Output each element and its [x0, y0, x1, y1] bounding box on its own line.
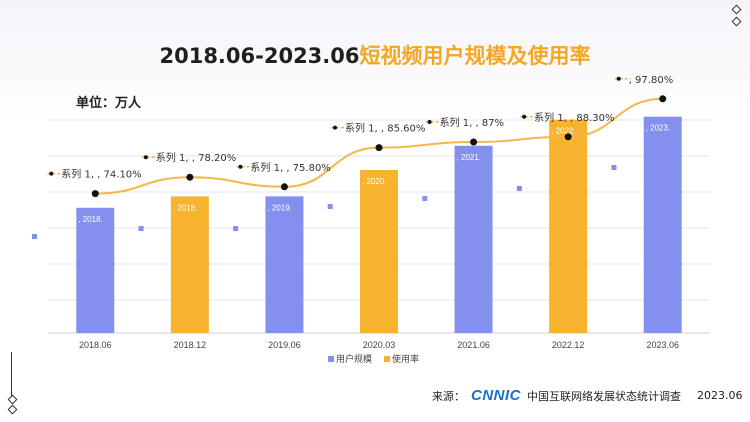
usage-rate-point — [280, 183, 288, 191]
usage-rate-label: 系列 1, , 88.30% — [534, 111, 614, 124]
decor-line — [11, 352, 12, 397]
source-prefix: 来源： — [432, 389, 465, 403]
marker-square — [138, 226, 144, 231]
bar-label: , 2019. — [267, 203, 291, 212]
cnnic-logo: CNNIC — [471, 387, 521, 404]
label-leader-dot — [238, 164, 243, 169]
x-tick-label: 2021.06 — [457, 340, 490, 350]
marker-square — [516, 186, 522, 191]
x-tick-label: 2023.06 — [646, 340, 679, 350]
x-tick-label: 2019.06 — [268, 340, 301, 350]
usage-rate-label: , 97.80% — [629, 75, 674, 86]
marker-square — [233, 226, 239, 231]
unit-label: 单位：万人 — [76, 96, 142, 111]
usage-rate-label: 系列 1, , 78.20% — [156, 151, 236, 164]
usage-rate-point — [186, 173, 194, 181]
usage-rate-point — [470, 138, 478, 146]
label-leader-dot — [522, 114, 527, 119]
usage-rate-label: 系列 1, , 74.10% — [61, 168, 141, 181]
x-tick-label: 2018.12 — [174, 340, 207, 350]
legend-label: 用户规模 — [336, 353, 372, 365]
bar-2022.12 — [549, 119, 588, 334]
label-leader-dot — [333, 125, 337, 130]
usage-rate-label: 系列 1, , 85.60% — [345, 122, 425, 135]
bar-2021.06 — [454, 145, 493, 333]
x-tick-label: 2018.06 — [79, 340, 112, 350]
source-date: 2023.06 — [697, 389, 743, 402]
label-leader-dot — [143, 155, 148, 160]
source-line: 来源： CNNIC 中国互联网络发展状态统计调查 2023.06 — [432, 387, 743, 404]
usage-rate-point — [564, 133, 572, 141]
source-survey: 中国互联网络发展状态统计调查 — [527, 389, 681, 403]
bar-2020.03 — [360, 170, 398, 333]
bar-2019.06 — [265, 196, 304, 333]
usage-rate-label: 系列 1, , 87% — [440, 116, 504, 129]
label-leader-dot — [49, 171, 54, 176]
usage-rate-point — [91, 190, 99, 198]
label-leader-dot — [616, 76, 621, 81]
marker-square — [611, 165, 617, 170]
usage-rate-point — [659, 95, 667, 103]
label-leader-dot — [427, 120, 432, 124]
usage-rate-label: 系列 1, , 75.80% — [250, 161, 330, 174]
marker-square — [327, 204, 333, 209]
x-tick-label: 2022.12 — [552, 340, 585, 350]
bar-2018.12 — [170, 196, 209, 333]
legend-swatch-users — [328, 356, 334, 362]
marker-square — [422, 196, 428, 201]
bar-label: , 2021. — [457, 153, 481, 162]
bar-label: , 2020. — [362, 177, 386, 186]
title-main: 2018.06-2023.06 — [159, 44, 360, 68]
bar-2023.06 — [643, 116, 682, 333]
legend-swatch-rate — [384, 356, 390, 362]
usage-rate-point — [375, 144, 383, 152]
bar-label: , 2018. — [78, 215, 102, 224]
bar-2018.06 — [76, 207, 115, 333]
bar-label: , 2022. — [551, 127, 575, 136]
title-highlight: 短视频用户规模及使用率 — [359, 44, 591, 68]
bar-label: , 2018. — [173, 203, 197, 212]
legend-label: 使用率 — [392, 353, 419, 365]
bar-label: , 2023. — [646, 124, 670, 133]
marker-square — [32, 234, 37, 239]
chart-title: 2018.06-2023.06短视频用户规模及使用率 — [0, 40, 750, 70]
x-tick-label: 2020.03 — [363, 340, 396, 350]
